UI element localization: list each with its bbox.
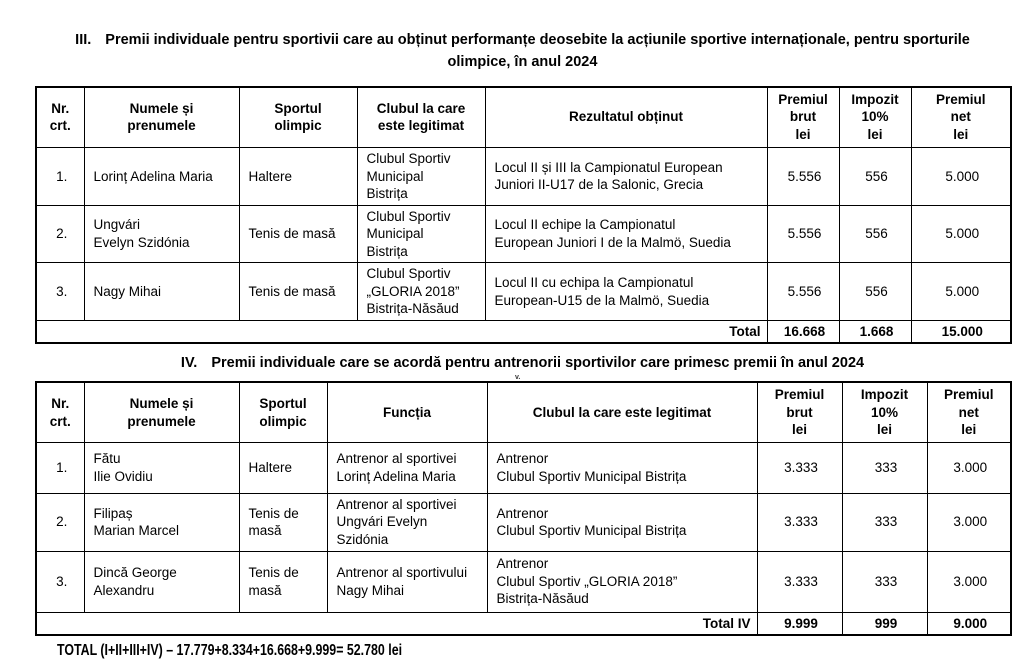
cell-sport: Tenis de masă (238, 262, 358, 321)
cell-tax: 333 (841, 492, 928, 552)
cell-name: Lorinț Adelina Maria (83, 147, 240, 206)
cell-role: Antrenor al sportivei Ungvári Evelyn Szi… (326, 492, 488, 552)
cell-gross: 3.333 (756, 441, 843, 494)
cell-net: 3.000 (926, 550, 1012, 613)
cell-sport: Haltere (238, 441, 328, 494)
cell-club: Antrenor Clubul Sportiv Municipal Bistri… (486, 492, 758, 552)
prizes-athletes-table: Nr. crt. Numele și prenumele Sportul oli… (35, 85, 1012, 345)
cell-result: Locul II și III la Campionatul European … (484, 147, 768, 206)
table-row: 2. Filipaș Marian Marcel Tenis de masă A… (35, 492, 1012, 552)
col-header-net: Premiul net lei (910, 86, 1012, 148)
total-gross: 16.668 (766, 319, 840, 344)
cell-tax: 556 (838, 204, 912, 264)
cell-nr: 2. (35, 492, 85, 552)
cell-sport: Tenis de masă (238, 492, 328, 552)
section-iv-number: IV. (180, 355, 198, 372)
cell-net: 5.000 (910, 147, 1012, 206)
cell-result: Locul II cu echipa la Campionatul Europe… (484, 262, 768, 321)
stray-mark: v. (515, 373, 521, 381)
table-row: 3. Nagy Mihai Tenis de masă Clubul Sport… (35, 262, 1012, 321)
cell-tax: 556 (838, 262, 912, 321)
cell-nr: 2. (35, 204, 85, 264)
cell-name: Nagy Mihai (83, 262, 240, 321)
cell-net: 3.000 (926, 441, 1012, 494)
cell-gross: 5.556 (766, 262, 840, 321)
section-iii-number: III. (75, 32, 92, 48)
col-header-tax: Impozit 10% lei (841, 381, 928, 443)
cell-nr: 3. (35, 550, 85, 613)
section-iii-heading: III. Premii individuale pentru sportivii … (45, 30, 1000, 74)
cell-tax: 333 (841, 550, 928, 613)
cell-gross: 5.556 (766, 147, 840, 206)
cell-net: 5.000 (910, 204, 1012, 264)
cell-sport: Tenis de masă (238, 204, 358, 264)
cell-tax: 556 (838, 147, 912, 206)
table-row: 2. Ungvári Evelyn Szidónia Tenis de masă… (35, 204, 1012, 264)
prizes-coaches-table: Nr. crt. Numele și prenumele Sportul oli… (35, 381, 1012, 637)
cell-sport: Tenis de masă (238, 550, 328, 613)
cell-club: Clubul Sportiv Municipal Bistrița (356, 204, 486, 264)
col-header-sport: Sportul olimpic (238, 86, 358, 148)
cell-name: Ungvári Evelyn Szidónia (83, 204, 240, 264)
cell-nr: 1. (35, 147, 85, 206)
cell-club: Clubul Sportiv Municipal Bistrița (356, 147, 486, 206)
cell-result: Locul II echipe la Campionatul European … (484, 204, 768, 264)
col-header-nr: Nr. crt. (35, 381, 85, 443)
table-row: 1. Lorinț Adelina Maria Haltere Clubul S… (35, 147, 1012, 206)
section-iv-heading: IV. Premii individuale care se acordă pen… (45, 353, 1000, 380)
cell-role: Antrenor al sportivei Lorinț Adelina Mar… (326, 441, 488, 494)
cell-net: 3.000 (926, 492, 1012, 552)
total-row: Total 16.668 1.668 15.000 (35, 319, 1012, 344)
table-row: 1. Fătu Ilie Ovidiu Haltere Antrenor al … (35, 441, 1012, 494)
total-tax: 1.668 (838, 319, 912, 344)
total-label: Total IV (35, 611, 758, 636)
cell-gross: 3.333 (756, 492, 843, 552)
col-header-result: Rezultatul obținut (484, 86, 768, 148)
total-tax: 999 (841, 611, 928, 636)
cell-club: Antrenor Clubul Sportiv „GLORIA 2018” Bi… (486, 550, 758, 613)
col-header-net: Premiul net lei (926, 381, 1012, 443)
section-iii-title: Premii individuale pentru sportivii care… (105, 32, 970, 70)
col-header-tax: Impozit 10% lei (838, 86, 912, 148)
section-iv-title: Premii individuale care se acordă pentru… (211, 355, 865, 372)
total-label: Total (35, 319, 768, 344)
cell-name: Fătu Ilie Ovidiu (83, 441, 240, 494)
grand-total-text: TOTAL (I+II+III+IV) – 17.779+8.334+16.66… (57, 642, 403, 660)
total-gross: 9.999 (756, 611, 843, 636)
cell-tax: 333 (841, 441, 928, 494)
total-net: 15.000 (910, 319, 1012, 344)
cell-club: Clubul Sportiv „GLORIA 2018” Bistrița-Nă… (356, 262, 486, 321)
cell-nr: 3. (35, 262, 85, 321)
grand-total-line: TOTAL (I+II+III+IV) – 17.779+8.334+16.66… (57, 642, 1010, 660)
cell-gross: 5.556 (766, 204, 840, 264)
cell-nr: 1. (35, 441, 85, 494)
col-header-nr: Nr. crt. (35, 86, 85, 148)
col-header-role: Funcția (326, 381, 488, 443)
col-header-club: Clubul la care este legitimat (486, 381, 758, 443)
table-header-row: Nr. crt. Numele și prenumele Sportul oli… (35, 381, 1012, 443)
cell-role: Antrenor al sportivului Nagy Mihai (326, 550, 488, 613)
cell-sport: Haltere (238, 147, 358, 206)
col-header-name: Numele și prenumele (83, 86, 240, 148)
cell-name: Dincă George Alexandru (83, 550, 240, 613)
col-header-gross: Premiul brut lei (766, 86, 840, 148)
total-net: 9.000 (926, 611, 1012, 636)
col-header-name: Numele și prenumele (83, 381, 240, 443)
cell-net: 5.000 (910, 262, 1012, 321)
cell-name: Filipaș Marian Marcel (83, 492, 240, 552)
table-header-row: Nr. crt. Numele și prenumele Sportul oli… (35, 86, 1012, 148)
col-header-sport: Sportul olimpic (238, 381, 328, 443)
cell-club: Antrenor Clubul Sportiv Municipal Bistri… (486, 441, 758, 494)
cell-gross: 3.333 (756, 550, 843, 613)
col-header-gross: Premiul brut lei (756, 381, 843, 443)
table-row: 3. Dincă George Alexandru Tenis de masă … (35, 550, 1012, 613)
col-header-club: Clubul la care este legitimat (356, 86, 486, 148)
total-row: Total IV 9.999 999 9.000 (35, 611, 1012, 636)
